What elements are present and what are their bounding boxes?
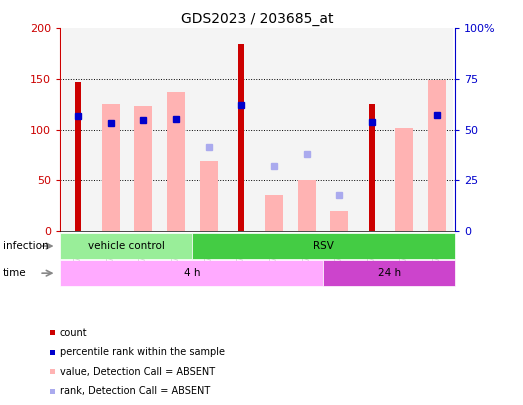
Bar: [420, 28, 453, 231]
Text: 4 h: 4 h: [184, 268, 200, 278]
Text: RSV: RSV: [313, 241, 334, 251]
Text: time: time: [3, 268, 26, 278]
Bar: [192, 28, 225, 231]
Bar: [298, 180, 315, 231]
Bar: [127, 28, 160, 231]
Bar: [134, 107, 152, 231]
Bar: [257, 28, 290, 231]
Text: vehicle control: vehicle control: [87, 241, 164, 251]
Text: rank, Detection Call = ABSENT: rank, Detection Call = ABSENT: [60, 386, 210, 396]
Bar: [95, 28, 127, 231]
Text: 24 h: 24 h: [378, 268, 401, 278]
Bar: [290, 28, 323, 231]
Text: value, Detection Call = ABSENT: value, Detection Call = ABSENT: [60, 367, 215, 377]
Bar: [388, 28, 420, 231]
Bar: [369, 104, 375, 231]
Bar: [167, 92, 185, 231]
Bar: [225, 28, 257, 231]
Bar: [330, 211, 348, 231]
Bar: [265, 196, 283, 231]
Bar: [356, 28, 388, 231]
Bar: [160, 28, 192, 231]
Bar: [200, 161, 218, 231]
Bar: [102, 104, 120, 231]
Bar: [62, 28, 95, 231]
Bar: [75, 82, 81, 231]
Bar: [428, 80, 446, 231]
Text: count: count: [60, 328, 87, 338]
Text: infection: infection: [3, 241, 48, 251]
Text: GDS2023 / 203685_at: GDS2023 / 203685_at: [181, 12, 334, 26]
Text: percentile rank within the sample: percentile rank within the sample: [60, 347, 225, 357]
Bar: [323, 28, 356, 231]
Bar: [395, 128, 413, 231]
Bar: [238, 44, 244, 231]
